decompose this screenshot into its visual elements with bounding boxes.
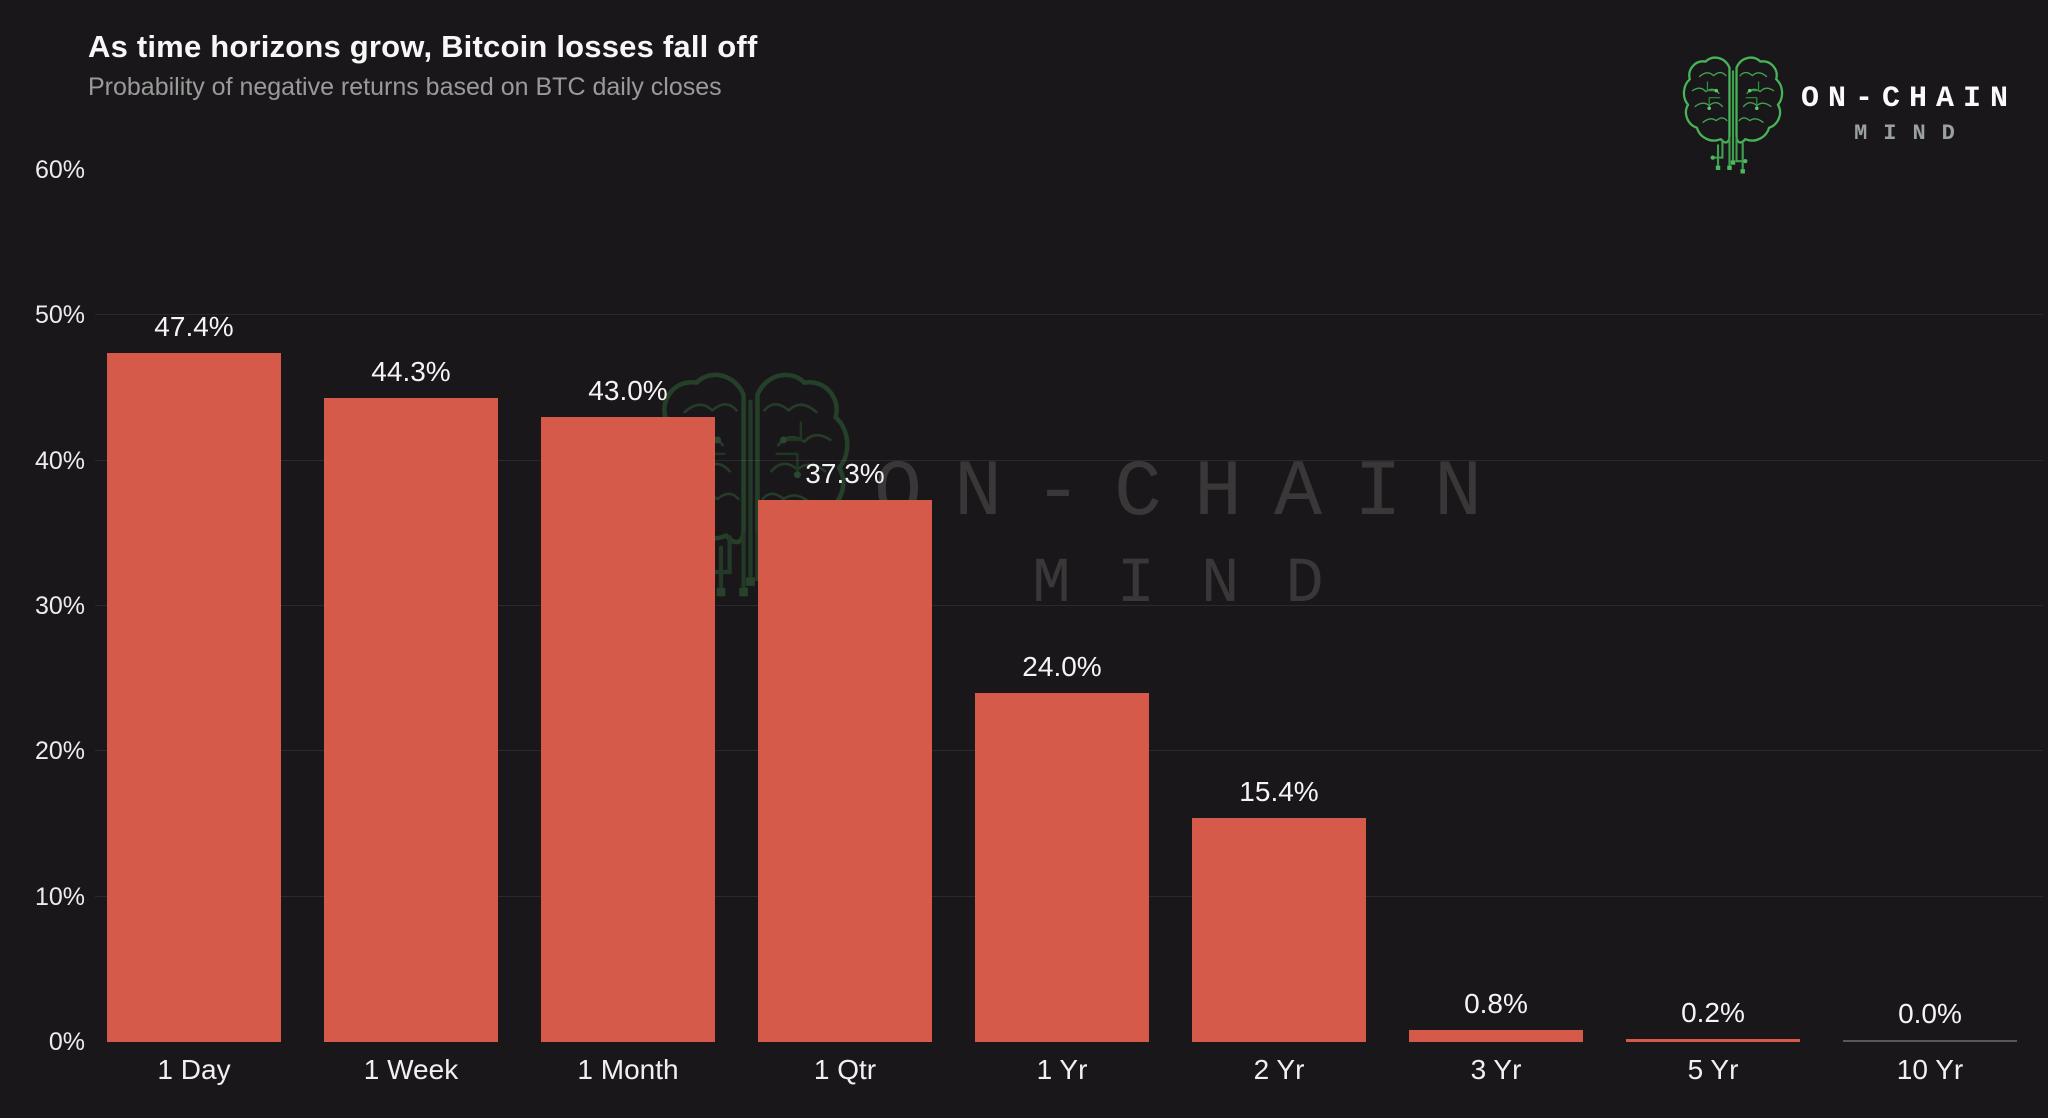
gridline-40: [95, 459, 2043, 461]
bar-1-week: [324, 398, 498, 1042]
bar-value-label-3-yr: 0.8%: [1464, 988, 1528, 1020]
bar-value-label-2-yr: 15.4%: [1239, 776, 1319, 808]
bar-10-yr: [1843, 1040, 2017, 1042]
logo-wordmark: ON-CHAIN MIND: [1801, 81, 2008, 147]
bar-value-label-1-month: 43.0%: [588, 375, 668, 407]
x-axis-label-3-yr: 3 Yr: [1470, 1054, 1522, 1085]
x-axis-label-1-yr: 1 Yr: [1036, 1054, 1088, 1085]
chart-title: As time horizons grow, Bitcoin losses fa…: [88, 29, 758, 64]
bar-value-label-1-day: 47.4%: [154, 311, 234, 343]
y-axis-label: 50%: [34, 301, 85, 330]
x-axis-label-10-yr: 10 Yr: [1896, 1054, 1964, 1085]
bar-value-label-10-yr: 0.0%: [1898, 998, 1962, 1029]
y-axis-label: 0%: [48, 1028, 85, 1056]
bar-1-qtr: [758, 499, 932, 1042]
bar-3-yr: [1409, 1030, 1583, 1042]
chart-subtitle: Probability of negative returns based on…: [88, 73, 722, 101]
x-axis-label-1-day: 1 Day: [157, 1054, 231, 1085]
gridline-50: [95, 314, 2043, 316]
bar-1-day: [107, 353, 281, 1042]
y-axis-label: 30%: [34, 592, 85, 620]
x-axis-label-1-qtr: 1 Qtr: [813, 1054, 877, 1085]
bar-2-yr: [1192, 818, 1366, 1042]
bar-value-label-1-week: 44.3%: [371, 356, 451, 388]
bar-value-label-1-yr: 24.0%: [1022, 651, 1102, 683]
bar-value-label-1-qtr: 37.3%: [805, 457, 885, 489]
y-axis-label: 60%: [34, 156, 85, 184]
bar-5-yr: [1626, 1039, 1800, 1042]
circuit-brain-icon: [1681, 50, 1785, 178]
bar-1-yr: [975, 693, 1149, 1042]
bar-1-month: [541, 417, 715, 1042]
y-axis-label: 10%: [34, 882, 85, 911]
y-axis-label: 40%: [34, 446, 85, 475]
x-axis-label-1-week: 1 Week: [363, 1054, 459, 1085]
gridline-30: [95, 605, 2043, 606]
brand-logo: ON-CHAIN MIND: [1681, 50, 2008, 178]
logo-wordmark-secondary: MIND: [1854, 121, 1971, 146]
chart-header: As time horizons grow, Bitcoin losses fa…: [88, 28, 757, 102]
x-axis-label-1-month: 1 Month: [577, 1054, 679, 1085]
logo-wordmark-primary: ON-CHAIN: [1800, 82, 2017, 116]
bar-value-label-5-yr: 0.2%: [1681, 997, 1745, 1029]
y-axis-label: 20%: [34, 737, 85, 766]
x-axis-label-5-yr: 5 Yr: [1687, 1054, 1739, 1085]
x-axis-label-2-yr: 2 Yr: [1253, 1054, 1305, 1085]
